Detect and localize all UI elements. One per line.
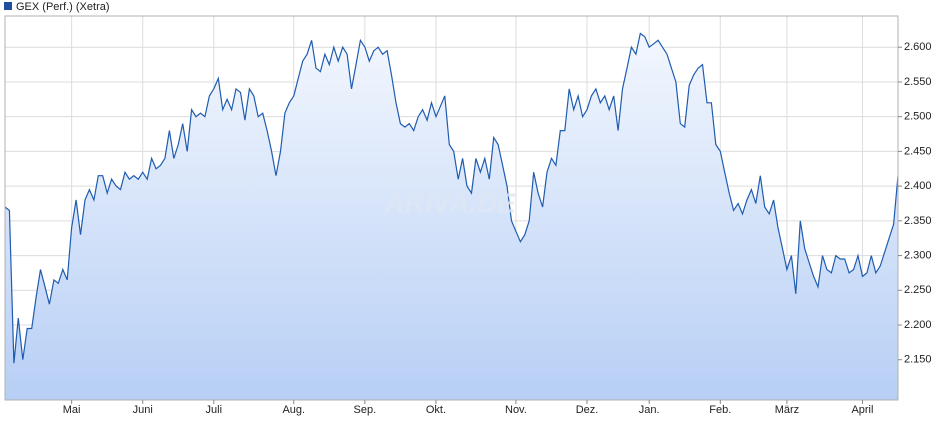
x-tick-label: Feb.: [709, 404, 731, 416]
y-tick-label: 2.200: [904, 319, 932, 331]
x-tick-label: Nov.: [505, 404, 527, 416]
plot: [4, 32, 899, 401]
x-tick-label: Jan.: [639, 404, 660, 416]
x-tick-label: Mai: [63, 404, 81, 416]
x-tick-label: Okt.: [426, 404, 446, 416]
y-tick-label: 2.250: [904, 284, 932, 296]
x-tick-label: Dez.: [576, 404, 599, 416]
y-tick-label: 2.450: [904, 145, 932, 157]
line: [4, 32, 899, 364]
x-tick-label: Aug.: [282, 404, 305, 416]
legend-swatch: [4, 2, 12, 10]
legend-label: GEX (Perf.) (Xetra): [16, 1, 110, 13]
y-tick-label: 2.300: [904, 249, 932, 261]
y-tick-label: 2.400: [904, 180, 932, 192]
y-tick-label: 2.350: [904, 215, 932, 227]
x-tick-label: März: [775, 404, 799, 416]
x-tick-label: Juni: [133, 404, 153, 416]
x-tick-label: Sep.: [354, 404, 377, 416]
y-tick-label: 2.600: [904, 41, 932, 53]
x-tick-label: Juli: [206, 404, 223, 416]
y-tick-label: 2.500: [904, 111, 932, 123]
y-tick-label: 2.150: [904, 354, 932, 366]
area: [5, 33, 898, 401]
x-tick-label: April: [851, 404, 873, 416]
y-tick-label: 2.550: [904, 76, 932, 88]
watermark: ARIVA.DE: [383, 187, 517, 218]
axes: 2.150 2.200 2.250 2.300 2.350 2.400 2.450 2.500…: [63, 41, 932, 416]
plot-frame: [4, 15, 899, 401]
